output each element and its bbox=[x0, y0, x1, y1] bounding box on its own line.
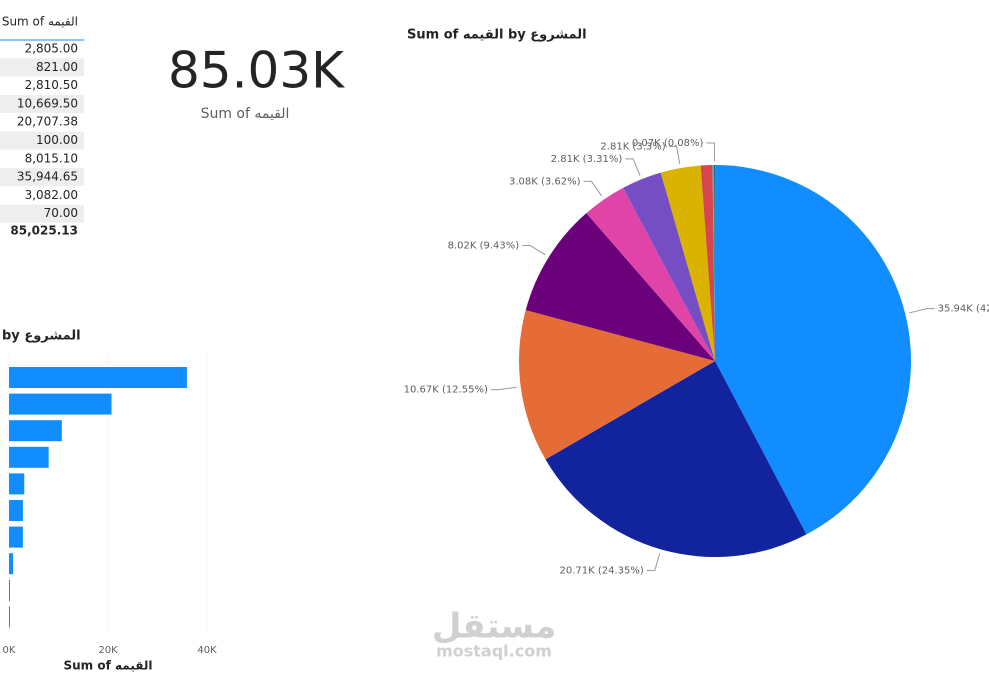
data-label: 0.07K (0.08%) bbox=[632, 138, 704, 149]
pie-slice bbox=[660, 165, 715, 361]
pie-slice bbox=[700, 165, 715, 361]
table-header: Sum of القيمه bbox=[2, 15, 78, 29]
table-cell: 100.00 bbox=[36, 133, 78, 147]
leader-line bbox=[583, 180, 603, 197]
data-label: 10.67K (12.55%) bbox=[404, 385, 488, 396]
row-band bbox=[0, 168, 84, 187]
pie-slice bbox=[545, 361, 807, 557]
leader-line bbox=[668, 145, 681, 165]
table-cell: 821.00 bbox=[36, 60, 78, 74]
pie-slice bbox=[712, 165, 715, 361]
card-label: Sum of القيمه bbox=[201, 106, 290, 122]
data-label: 8.02K (9.43%) bbox=[448, 240, 520, 251]
chart-title: by المشروع bbox=[2, 329, 81, 344]
table-cell: 8,015.10 bbox=[25, 151, 78, 165]
chart-title: Sum of القيمه by المشروع bbox=[407, 28, 587, 43]
leader-line bbox=[909, 308, 935, 314]
data-label: 2.81K (3.31%) bbox=[551, 154, 623, 165]
data-label: 2.81K (3.3%) bbox=[600, 141, 665, 152]
leader-line bbox=[522, 244, 546, 256]
leader-line bbox=[706, 142, 715, 162]
pie-slice bbox=[525, 213, 715, 361]
bar bbox=[9, 367, 187, 388]
bar bbox=[9, 473, 25, 495]
row-band bbox=[0, 58, 84, 77]
row-band bbox=[0, 131, 84, 150]
table-total: 85,025.13 bbox=[10, 224, 78, 238]
bar bbox=[9, 446, 49, 468]
table-cell: 35,944.65 bbox=[17, 170, 78, 184]
watermark-url: mostaql.com bbox=[436, 642, 552, 661]
x-tick-label: 0K bbox=[3, 645, 16, 656]
bar bbox=[9, 526, 23, 548]
bar bbox=[9, 393, 112, 415]
bar bbox=[9, 420, 62, 442]
x-axis-title: Sum of القيمه bbox=[64, 659, 153, 673]
card-value: 85.03K bbox=[168, 42, 345, 100]
table-cell: 20,707.38 bbox=[17, 115, 78, 129]
leader-line bbox=[490, 386, 517, 391]
data-label: 3.08K (3.62%) bbox=[509, 176, 581, 187]
bar bbox=[9, 500, 23, 521]
pie-slice bbox=[623, 172, 715, 361]
table-cell: 2,810.50 bbox=[25, 78, 78, 92]
pie-slice bbox=[715, 165, 911, 535]
data-label: 20.71K (24.35%) bbox=[560, 566, 644, 577]
row-band bbox=[0, 94, 84, 113]
bar bbox=[9, 579, 10, 601]
row-band bbox=[0, 204, 84, 223]
table-cell: 10,669.50 bbox=[17, 96, 78, 110]
table-cell: 70.00 bbox=[44, 206, 78, 220]
leader-line bbox=[646, 553, 661, 572]
data-label: 35.94K (42.28%) bbox=[938, 304, 989, 315]
watermark-title: مستقل bbox=[432, 607, 556, 647]
table-cell: 2,805.00 bbox=[25, 42, 78, 56]
bar bbox=[9, 606, 10, 628]
pie-slice bbox=[586, 187, 715, 361]
x-tick-label: 40K bbox=[197, 645, 217, 656]
pie-slice bbox=[519, 310, 715, 460]
leader-line bbox=[625, 158, 641, 176]
bar bbox=[9, 553, 14, 575]
pie-slice bbox=[713, 165, 715, 361]
x-tick-label: 20K bbox=[98, 645, 118, 656]
table-cell: 3,082.00 bbox=[25, 188, 78, 202]
